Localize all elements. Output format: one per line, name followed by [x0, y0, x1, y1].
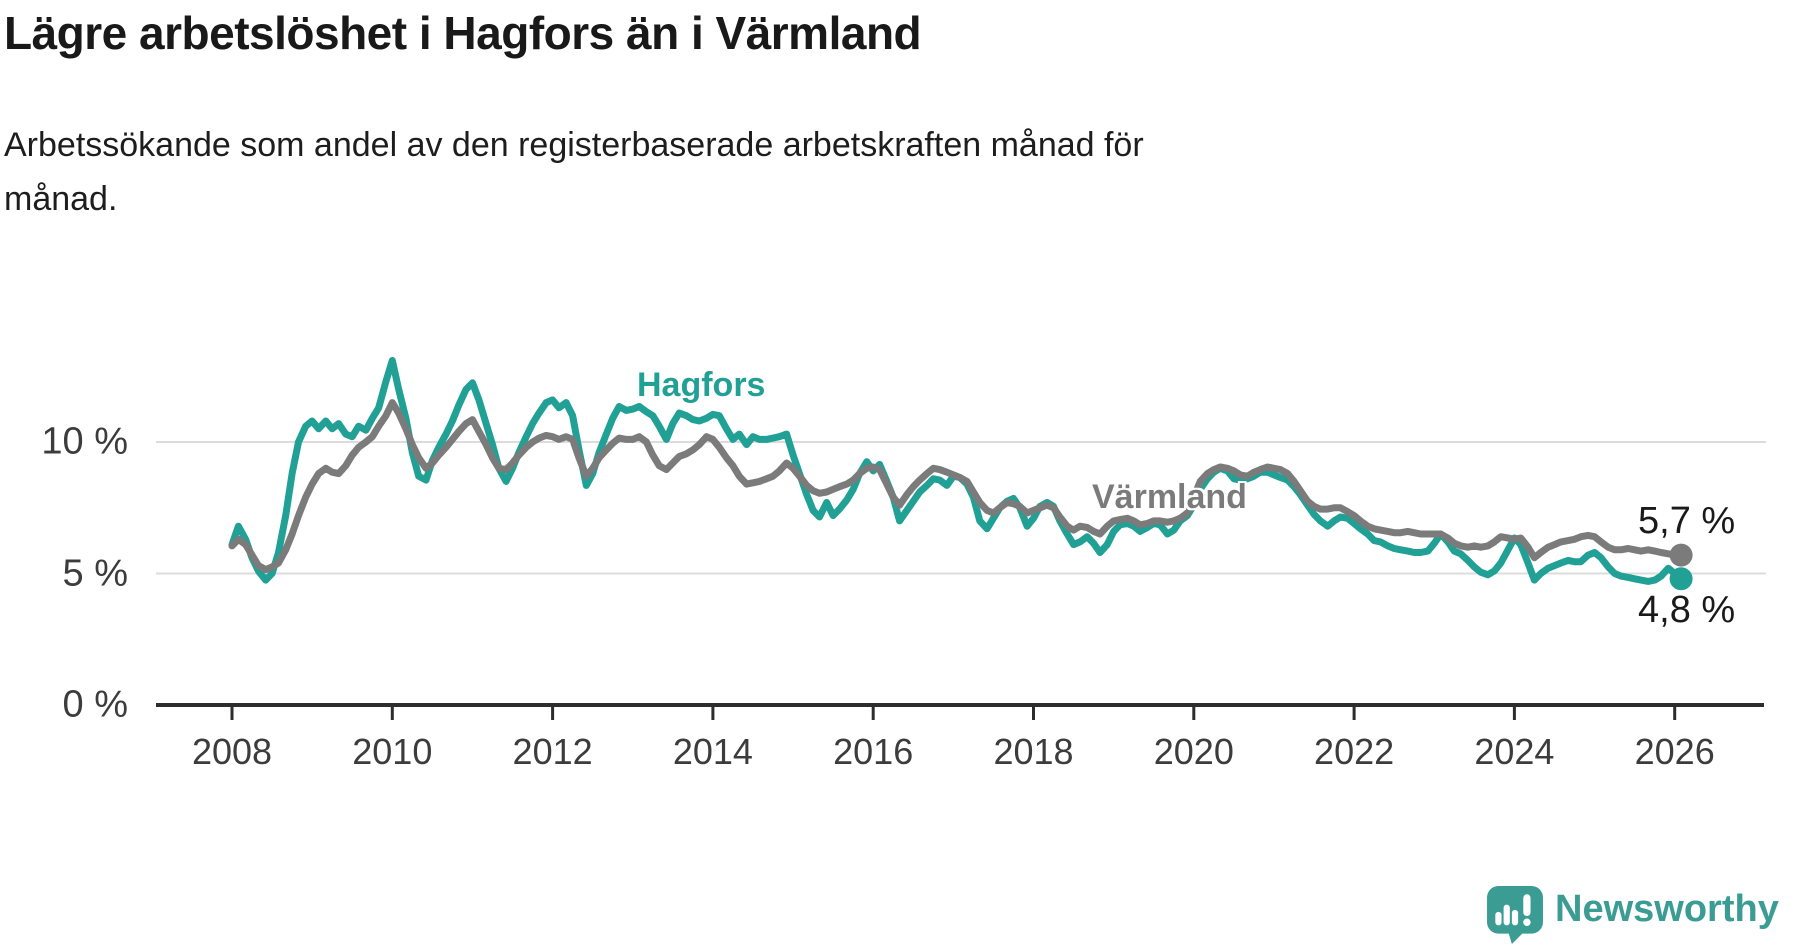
y-tick-label-10: 10 % [41, 420, 128, 463]
y-tick-label-0: 0 % [62, 683, 128, 726]
newsworthy-wordmark: Newsworthy [1555, 888, 1779, 930]
exclamation-bar [1523, 894, 1531, 917]
page-title: Lägre arbetslöshet i Hagfors än i Värmla… [4, 7, 922, 59]
x-tick-label-2010: 2010 [352, 731, 433, 772]
x-axis-ticks [230, 707, 1677, 720]
end-value-label-varmland: 5,7 % [1638, 500, 1736, 542]
gridlines [156, 441, 1766, 575]
x-tick-label-2014: 2014 [672, 731, 753, 772]
end-value-label-hagfors: 4,8 % [1638, 589, 1736, 631]
x-tick-label-2016: 2016 [833, 731, 914, 772]
y-tick-label-5: 5 % [62, 552, 128, 594]
series-lines [228, 357, 1685, 585]
series-label-hagfors: Hagfors [637, 366, 766, 404]
x-tick-label-2008: 2008 [191, 731, 273, 772]
x-tick-label-2024: 2024 [1474, 731, 1555, 772]
newsworthy-logo: Newsworthy [1487, 886, 1779, 944]
x-tick-label-2012: 2012 [512, 731, 593, 772]
series-line-vrmland [228, 399, 1685, 574]
exclamation-dot [1523, 918, 1531, 926]
x-tick-label-2020: 2020 [1153, 731, 1234, 772]
subtitle-line-2: månad. [4, 180, 118, 218]
series-end-dot-vrmland [1669, 543, 1693, 567]
bar-chart-glyph [1495, 894, 1531, 926]
chart-subtitle: Arbetssökande som andel av den registerb… [4, 118, 1144, 226]
series-label-varmland: Värmland [1092, 478, 1247, 516]
x-tick-label-2018: 2018 [993, 731, 1074, 772]
x-tick-label-2026: 2026 [1634, 731, 1715, 772]
series-end-dots [1669, 543, 1693, 591]
series-end-dot-hagfors [1669, 567, 1693, 591]
subtitle-line-1: Arbetssökande som andel av den registerb… [4, 126, 1144, 164]
newsworthy-logo-icon [1487, 886, 1543, 944]
x-tick-label-2022: 2022 [1314, 731, 1395, 772]
